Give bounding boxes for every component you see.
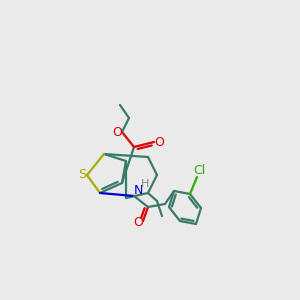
Text: O: O xyxy=(154,136,164,148)
Text: Cl: Cl xyxy=(193,164,205,178)
Text: S: S xyxy=(78,169,86,182)
Text: H: H xyxy=(141,179,149,189)
Text: O: O xyxy=(112,125,122,139)
Text: O: O xyxy=(133,217,143,230)
Text: N: N xyxy=(133,184,143,196)
